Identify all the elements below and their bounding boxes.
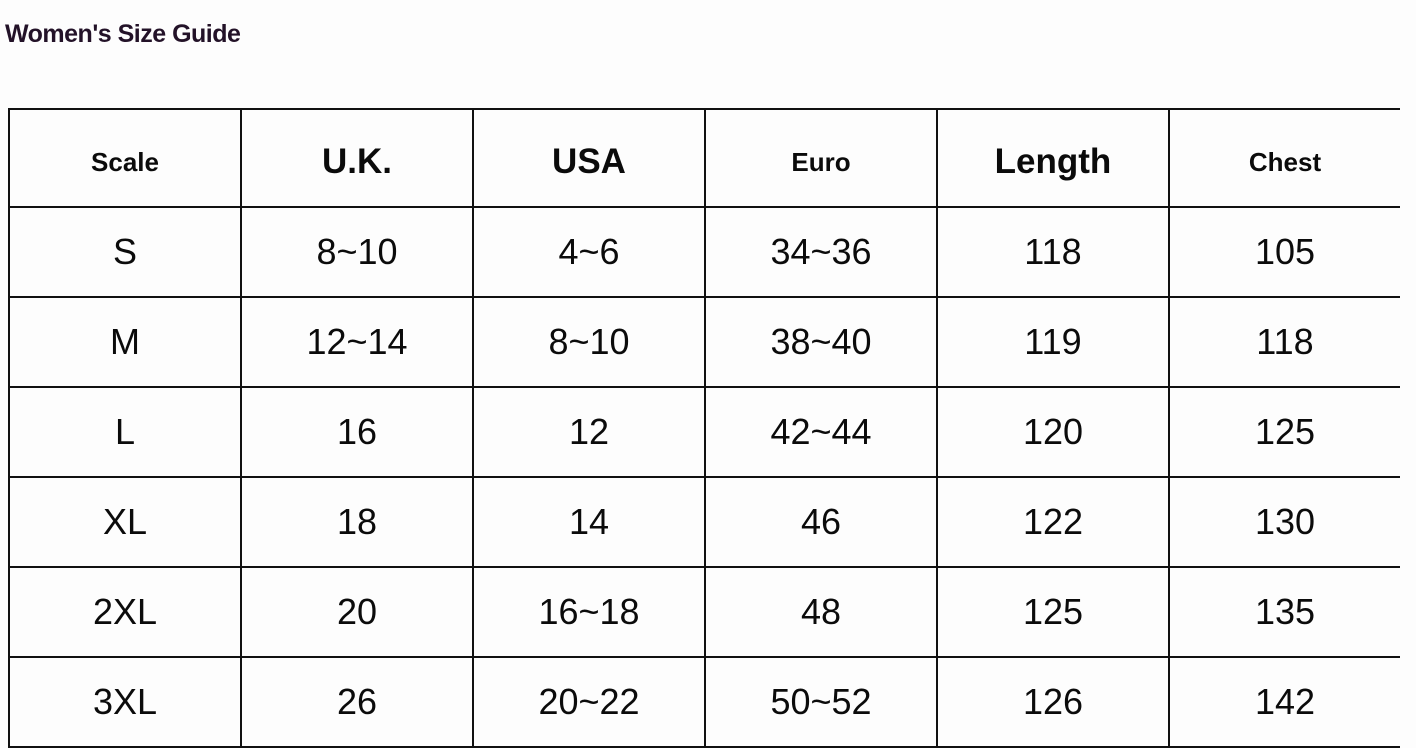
cell-scale: XL xyxy=(8,476,242,568)
cell-scale: S xyxy=(8,206,242,298)
cell-length: 119 xyxy=(936,296,1170,388)
page-title: Women's Size Guide xyxy=(5,20,241,48)
cell-scale: M xyxy=(8,296,242,388)
cell-chest: 125 xyxy=(1168,386,1400,478)
cell-euro: 42~44 xyxy=(704,386,938,478)
cell-length: 126 xyxy=(936,656,1170,748)
cell-chest: 130 xyxy=(1168,476,1400,568)
cell-euro: 38~40 xyxy=(704,296,938,388)
cell-uk: 8~10 xyxy=(240,206,474,298)
cell-usa: 14 xyxy=(472,476,706,568)
table-header-row: Scale U.K. USA Euro Length Chest xyxy=(8,108,1400,208)
cell-usa: 12 xyxy=(472,386,706,478)
size-guide-table: Scale U.K. USA Euro Length Chest S 8~10 4~… xyxy=(8,108,1400,748)
cell-euro: 46 xyxy=(704,476,938,568)
cell-chest: 135 xyxy=(1168,566,1400,658)
table-row: 3XL 26 20~22 50~52 126 142 xyxy=(8,656,1400,748)
header-length: Length xyxy=(936,108,1170,208)
table-row: S 8~10 4~6 34~36 118 105 xyxy=(8,206,1400,298)
cell-uk: 16 xyxy=(240,386,474,478)
cell-uk: 20 xyxy=(240,566,474,658)
cell-scale: 3XL xyxy=(8,656,242,748)
cell-euro: 34~36 xyxy=(704,206,938,298)
header-uk: U.K. xyxy=(240,108,474,208)
header-usa: USA xyxy=(472,108,706,208)
cell-usa: 8~10 xyxy=(472,296,706,388)
cell-uk: 12~14 xyxy=(240,296,474,388)
cell-length: 120 xyxy=(936,386,1170,478)
cell-euro: 48 xyxy=(704,566,938,658)
header-chest: Chest xyxy=(1168,108,1400,208)
table-row: XL 18 14 46 122 130 xyxy=(8,476,1400,568)
cell-usa: 4~6 xyxy=(472,206,706,298)
cell-length: 122 xyxy=(936,476,1170,568)
cell-length: 118 xyxy=(936,206,1170,298)
cell-chest: 118 xyxy=(1168,296,1400,388)
cell-chest: 105 xyxy=(1168,206,1400,298)
table-row: 2XL 20 16~18 48 125 135 xyxy=(8,566,1400,658)
cell-uk: 18 xyxy=(240,476,474,568)
cell-chest: 142 xyxy=(1168,656,1400,748)
cell-scale: 2XL xyxy=(8,566,242,658)
table-row: M 12~14 8~10 38~40 119 118 xyxy=(8,296,1400,388)
table-row: L 16 12 42~44 120 125 xyxy=(8,386,1400,478)
cell-usa: 20~22 xyxy=(472,656,706,748)
cell-usa: 16~18 xyxy=(472,566,706,658)
cell-scale: L xyxy=(8,386,242,478)
header-euro: Euro xyxy=(704,108,938,208)
cell-uk: 26 xyxy=(240,656,474,748)
cell-euro: 50~52 xyxy=(704,656,938,748)
cell-length: 125 xyxy=(936,566,1170,658)
header-scale: Scale xyxy=(8,108,242,208)
